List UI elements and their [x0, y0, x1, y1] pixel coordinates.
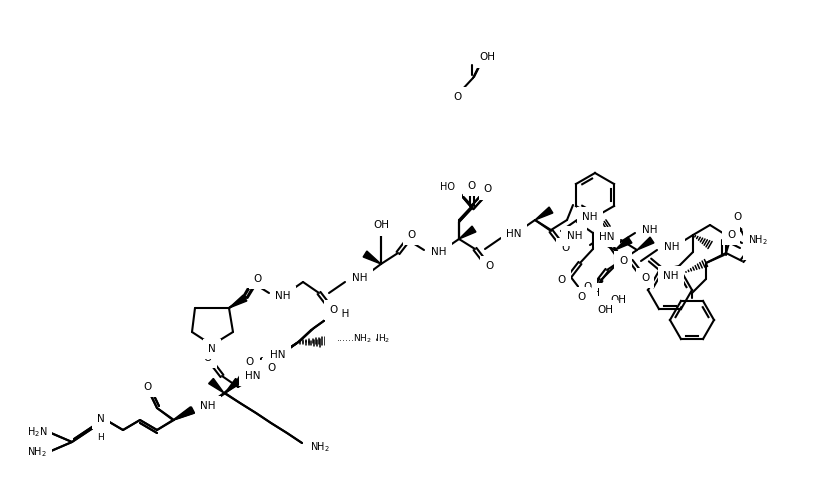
Text: O: O [143, 382, 151, 392]
Text: O: O [561, 243, 569, 253]
Text: NH: NH [352, 273, 368, 283]
Polygon shape [173, 407, 194, 420]
Text: O: O [264, 365, 272, 375]
Polygon shape [459, 226, 476, 239]
Text: HO: HO [442, 185, 457, 195]
Text: NH$_2$: NH$_2$ [27, 445, 47, 459]
Text: OH: OH [610, 295, 626, 305]
Text: $\cdot\cdot\cdot\cdot\cdot\cdot$NH$_2$: $\cdot\cdot\cdot\cdot\cdot\cdot$NH$_2$ [337, 333, 390, 345]
Text: O: O [143, 382, 151, 392]
Text: OH: OH [479, 53, 495, 63]
Text: O: O [204, 353, 212, 363]
Text: H$_2$N: H$_2$N [27, 425, 47, 439]
Polygon shape [225, 378, 240, 393]
Text: O: O [557, 275, 566, 285]
Text: NH$_2$: NH$_2$ [330, 334, 351, 348]
Text: O: O [468, 181, 476, 191]
Text: O: O [727, 230, 735, 240]
Text: NH$_2$: NH$_2$ [748, 241, 768, 255]
Text: O: O [641, 273, 649, 283]
Text: O: O [453, 92, 461, 102]
Text: O: O [267, 363, 275, 373]
Text: HN: HN [506, 229, 522, 239]
Text: H: H [98, 433, 104, 441]
Text: NH: NH [275, 291, 290, 301]
Polygon shape [615, 237, 632, 250]
Text: NH: NH [664, 242, 680, 252]
Polygon shape [229, 295, 247, 308]
Text: O: O [252, 273, 260, 283]
Text: NH: NH [582, 212, 597, 222]
Polygon shape [363, 251, 381, 264]
Text: O: O [484, 184, 492, 194]
Text: O: O [485, 261, 493, 271]
Text: O: O [408, 230, 416, 240]
Text: HO: HO [440, 182, 455, 192]
Text: N: N [97, 414, 105, 424]
Text: H$_2$N: H$_2$N [27, 425, 47, 439]
Text: N: N [97, 414, 105, 424]
Text: OH: OH [584, 288, 600, 298]
Text: NH$_2$: NH$_2$ [310, 440, 330, 454]
Text: O: O [734, 212, 742, 222]
Text: SH: SH [330, 310, 345, 320]
Text: OH: OH [373, 220, 389, 230]
Text: O: O [578, 292, 586, 302]
Text: O: O [246, 357, 254, 367]
Text: HN: HN [270, 352, 285, 362]
Text: O: O [254, 274, 262, 284]
Polygon shape [174, 407, 195, 420]
Text: NH$_2$: NH$_2$ [748, 233, 768, 247]
Text: HN: HN [244, 371, 260, 381]
Text: O: O [329, 305, 337, 315]
Text: HO: HO [440, 184, 455, 194]
Text: O: O [247, 358, 255, 368]
Text: OH: OH [597, 305, 613, 315]
Text: NH$_2$: NH$_2$ [748, 238, 768, 252]
Text: OH: OH [479, 52, 495, 62]
Text: NH: NH [431, 247, 447, 257]
Text: O: O [484, 185, 492, 195]
Text: N: N [208, 344, 216, 354]
Text: NH: NH [200, 401, 215, 411]
Text: HN: HN [600, 232, 615, 242]
Text: OH: OH [373, 221, 389, 231]
Text: ......NH$_2$: ......NH$_2$ [336, 333, 372, 345]
Text: H: H [98, 433, 104, 441]
Text: NH: NH [663, 271, 679, 281]
Text: NH: NH [566, 231, 582, 241]
Text: O: O [619, 256, 627, 266]
Text: SH: SH [335, 309, 350, 319]
Polygon shape [637, 237, 654, 250]
Text: NH: NH [642, 225, 658, 235]
Polygon shape [209, 378, 224, 393]
Text: NH$_2$: NH$_2$ [27, 445, 47, 459]
Text: HN: HN [270, 350, 285, 360]
Text: NH$_2$: NH$_2$ [310, 440, 330, 454]
Polygon shape [535, 207, 553, 220]
Text: O: O [584, 282, 592, 292]
Text: NH: NH [200, 401, 215, 411]
